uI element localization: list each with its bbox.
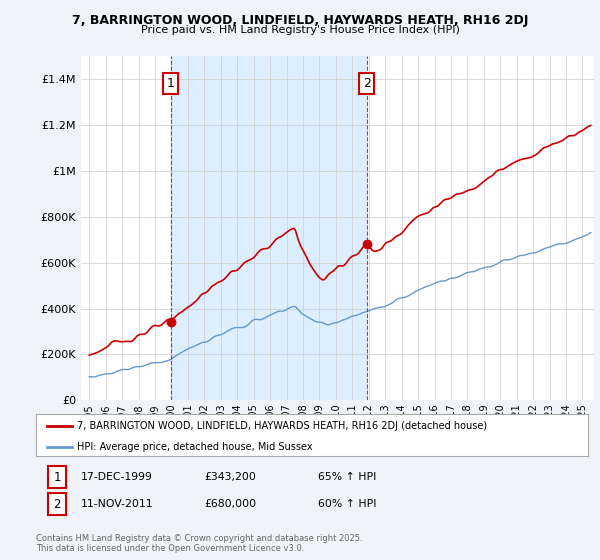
Text: 1: 1 — [53, 470, 61, 484]
Text: 1: 1 — [167, 77, 175, 90]
Text: 2: 2 — [362, 77, 371, 90]
Text: 7, BARRINGTON WOOD, LINDFIELD, HAYWARDS HEATH, RH16 2DJ (detached house): 7, BARRINGTON WOOD, LINDFIELD, HAYWARDS … — [77, 421, 488, 431]
Text: 60% ↑ HPI: 60% ↑ HPI — [318, 499, 377, 509]
Text: 2: 2 — [53, 497, 61, 511]
Text: 17-DEC-1999: 17-DEC-1999 — [81, 472, 153, 482]
Text: 7, BARRINGTON WOOD, LINDFIELD, HAYWARDS HEATH, RH16 2DJ: 7, BARRINGTON WOOD, LINDFIELD, HAYWARDS … — [72, 14, 528, 27]
Text: 65% ↑ HPI: 65% ↑ HPI — [318, 472, 376, 482]
Text: HPI: Average price, detached house, Mid Sussex: HPI: Average price, detached house, Mid … — [77, 442, 313, 452]
Text: Contains HM Land Registry data © Crown copyright and database right 2025.
This d: Contains HM Land Registry data © Crown c… — [36, 534, 362, 553]
Bar — [171, 56, 367, 400]
Text: 11-NOV-2011: 11-NOV-2011 — [81, 499, 154, 509]
Text: £680,000: £680,000 — [204, 499, 256, 509]
Text: Price paid vs. HM Land Registry's House Price Index (HPI): Price paid vs. HM Land Registry's House … — [140, 25, 460, 35]
Text: £343,200: £343,200 — [204, 472, 256, 482]
